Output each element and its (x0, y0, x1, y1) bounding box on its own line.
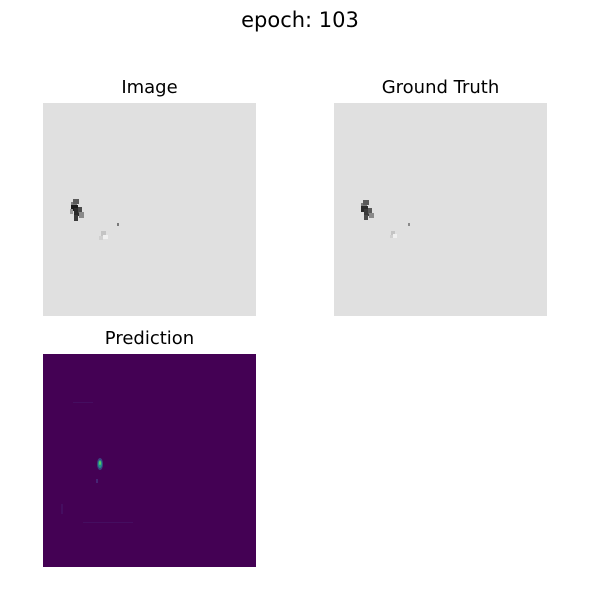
ground-truth-grayscale-picture (334, 103, 547, 316)
image-faint-object (99, 231, 108, 240)
image-dark-object (70, 199, 84, 221)
image-grayscale-picture (43, 103, 256, 316)
prediction-panel-title: Prediction (104, 328, 195, 349)
prediction-hotspot (96, 458, 103, 483)
ground-truth-dark-object (361, 200, 374, 220)
ground-truth-panel (334, 103, 547, 316)
image-panel (43, 103, 256, 316)
prediction-panel (43, 354, 256, 567)
figure-title: epoch: 103 (241, 8, 359, 32)
prediction-faint-texture (61, 402, 133, 523)
image-panel-title: Image (121, 77, 178, 98)
ground-truth-faint-object (390, 231, 397, 238)
ground-truth-panel-title: Ground Truth (381, 77, 500, 98)
prediction-heatmap-picture (43, 354, 256, 567)
ground-truth-small-dot (408, 223, 410, 226)
image-small-dot (117, 223, 119, 226)
